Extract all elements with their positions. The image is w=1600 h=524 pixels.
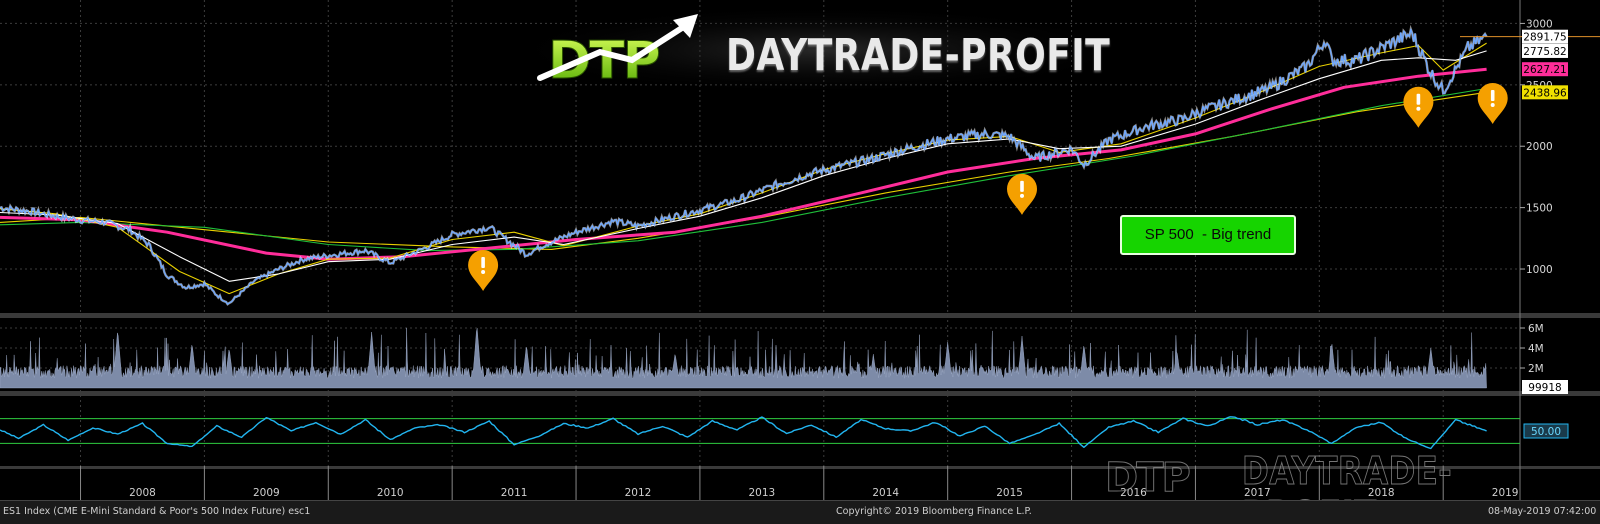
x-tick-label: 2008 (129, 487, 156, 499)
x-tick-label: 2012 (625, 487, 652, 499)
status-footer: ES1 Index (CME E-Mini Standard & Poor's … (0, 500, 1600, 524)
x-tick-label: 2010 (377, 487, 404, 499)
warning-marker-icon (1477, 83, 1508, 124)
y-tick-label: 3000 (1526, 18, 1553, 30)
last-value-text: 2775.82 (1523, 46, 1566, 58)
panel-frames (0, 0, 1600, 500)
footer-copyright: Copyright© 2019 Bloomberg Finance L.P. (836, 506, 1032, 517)
rsi-last-box (1523, 423, 1569, 439)
warning-markers (468, 83, 1508, 291)
y-tick-label: 2000 (1526, 141, 1553, 153)
marker-dot (1490, 103, 1495, 107)
x-tick-label: 2016 (1120, 487, 1147, 499)
volume-last-text: 99918 (1528, 382, 1561, 394)
last-value-box (1522, 85, 1568, 100)
x-tick-label: 2015 (996, 487, 1023, 499)
x-tick-label: 2011 (501, 487, 528, 499)
last-value-text: 2438.96 (1523, 87, 1567, 99)
x-tick-label: 2014 (872, 487, 899, 499)
watermark-logo: DTP (1105, 455, 1192, 502)
last-value-labels: 2891.75 2775.82 2627.21 2438.96 (1522, 29, 1568, 100)
warning-marker-icon (1007, 173, 1037, 215)
rsi-line (0, 416, 1487, 450)
marker-bang (481, 257, 485, 268)
volume-tick-label: 2M (1528, 363, 1544, 375)
x-tick-label: 2013 (748, 487, 775, 499)
x-tick-label: 2017 (1244, 487, 1271, 499)
y-tick-label: 1500 (1526, 203, 1553, 215)
footer-timestamp: 08-May-2019 07:42:00 (1488, 506, 1597, 517)
volume-tick-label: 6M (1528, 323, 1544, 335)
last-value-text: 2627.21 (1523, 64, 1566, 76)
series-ma-green (0, 87, 1487, 252)
warning-marker-icon (468, 250, 499, 291)
rsi-last-text: 50.00 (1531, 426, 1561, 438)
marker-dot (1416, 106, 1421, 111)
marker-bang (1416, 93, 1421, 105)
series-ma-white (0, 50, 1487, 282)
last-value-box (1522, 43, 1568, 58)
series-ma-magenta (0, 67, 1487, 261)
volume-panel: 2M 4M 6M 99918 (0, 323, 1568, 394)
series-price (0, 28, 1488, 305)
logo-wordmark: DAYTRADE-PROFIT (726, 30, 1111, 81)
panel-separator (0, 313, 1600, 318)
marker-bang (1020, 180, 1024, 192)
logo-mark: DTP (548, 31, 659, 91)
warning-marker-icon (1403, 86, 1434, 128)
last-value-box (1522, 29, 1568, 44)
volume-last-box (1522, 380, 1568, 394)
panel-separator (0, 391, 1600, 396)
axes: 2008 2009 2010 2011 2012 2013 2014 2015 2016 2017… (129, 18, 1553, 499)
price-panel (0, 24, 1600, 306)
footer-security: ES1 Index (CME E-Mini Standard & Poor's … (3, 506, 311, 517)
last-value-text: 2891.75 (1523, 32, 1566, 44)
logo: DTP (500, 5, 1140, 95)
marker-dot (1020, 193, 1024, 198)
panel-separator (0, 466, 1600, 469)
volume-area (0, 327, 1487, 389)
x-tick-label: 2018 (1368, 487, 1395, 499)
arrow-head-icon (673, 14, 698, 38)
trend-arrow-icon (537, 23, 688, 81)
rsi-panel: 50.00 (0, 416, 1569, 450)
marker-dot (481, 270, 486, 274)
trend-annotation: SP 500 - Big trend (1120, 215, 1296, 255)
x-tick-label: 2009 (253, 487, 280, 499)
y-tick-label: 1000 (1526, 264, 1553, 276)
watermark-mark: DTP (1105, 455, 1189, 501)
x-tick-label: 2019 (1492, 487, 1519, 499)
volume-tick-label: 4M (1528, 343, 1544, 355)
marker-bang (1490, 90, 1495, 101)
last-value-box (1522, 62, 1568, 77)
